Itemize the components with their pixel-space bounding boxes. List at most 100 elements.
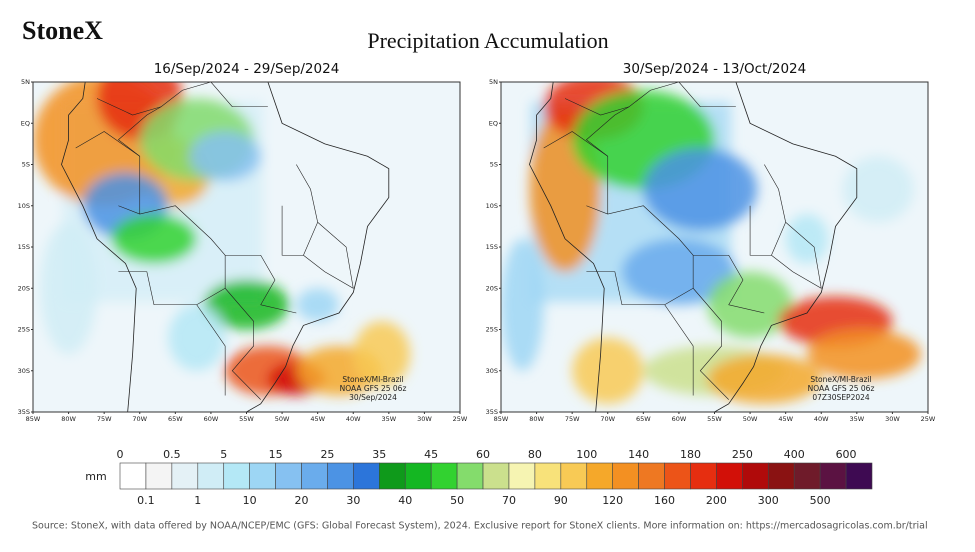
colorbar-label: 50 xyxy=(450,494,464,507)
border xyxy=(693,254,765,314)
precip-blob xyxy=(707,354,822,404)
lat-label: 5N xyxy=(489,78,498,86)
colorbar-label: 140 xyxy=(628,448,649,461)
lon-label: 25W xyxy=(453,415,468,423)
precip-blob xyxy=(40,222,98,355)
colorbar-box xyxy=(508,462,536,490)
panel-title: 30/Sep/2024 - 13/Oct/2024 xyxy=(623,61,807,77)
colorbar-box xyxy=(456,462,484,490)
lon-label: 80W xyxy=(61,415,76,423)
lat-label: 20S xyxy=(486,284,498,292)
colorbar-box xyxy=(197,462,225,490)
watermark: 07Z30SEP2024 xyxy=(812,393,870,402)
lon-label: 45W xyxy=(778,415,793,423)
colorbar-label: 200 xyxy=(706,494,727,507)
colorbar-box xyxy=(560,462,588,490)
colorbar-box xyxy=(612,462,639,490)
precip-blob xyxy=(807,329,921,379)
colorbar-box xyxy=(119,462,147,490)
colorbar-box xyxy=(716,462,743,490)
precip-blob xyxy=(572,337,644,404)
lon-label: 80W xyxy=(529,415,544,423)
lat-label: 5S xyxy=(490,161,498,169)
colorbar-box xyxy=(482,462,510,490)
watermark: NOAA GFS 25 06z xyxy=(340,384,407,393)
precip-blob xyxy=(296,288,340,322)
colorbar-label: 60 xyxy=(476,448,490,461)
colorbar-unit: mm xyxy=(85,470,106,483)
colorbar-label: 30 xyxy=(346,494,360,507)
border xyxy=(118,205,226,306)
lon-label: 30W xyxy=(885,415,900,423)
colorbar-label: 90 xyxy=(554,494,568,507)
border xyxy=(543,131,608,157)
colorbar-box xyxy=(249,462,276,490)
colorbar-box xyxy=(301,462,328,490)
precip-blob xyxy=(168,304,226,371)
precip-blob xyxy=(501,238,544,371)
lon-label: 55W xyxy=(239,415,254,423)
colorbar-box xyxy=(275,462,302,490)
colorbar-label: 20 xyxy=(295,494,309,507)
colorbar-label: 250 xyxy=(732,448,753,461)
precip-blob xyxy=(842,156,914,223)
colorbar-label: 500 xyxy=(810,494,831,507)
lat-label: 15S xyxy=(486,243,498,251)
colorbar-label: 45 xyxy=(424,448,438,461)
lon-label: 85W xyxy=(494,415,509,423)
colorbar-box xyxy=(793,462,821,490)
border xyxy=(196,304,226,396)
lon-label: 30W xyxy=(417,415,432,423)
colorbar-label: 160 xyxy=(654,494,675,507)
colorbar-label: 300 xyxy=(758,494,779,507)
colorbar-label: 600 xyxy=(836,448,857,461)
colorbar-box xyxy=(430,462,458,490)
lat-label: 25S xyxy=(18,326,30,334)
lon-label: 70W xyxy=(132,415,147,423)
precip-blob xyxy=(707,271,793,338)
lon-label: 40W xyxy=(346,415,361,423)
lon-label: 35W xyxy=(381,415,396,423)
lon-label: 60W xyxy=(204,415,219,423)
colorbar-label: 400 xyxy=(784,448,805,461)
border xyxy=(692,288,729,400)
lat-label: 5N xyxy=(21,78,30,86)
lat-label: 35S xyxy=(18,408,30,416)
precip-field xyxy=(33,82,411,396)
lon-label: 35W xyxy=(849,415,864,423)
lon-label: 65W xyxy=(168,415,183,423)
title: Precipitation Accumulation xyxy=(367,28,608,53)
lon-label: 75W xyxy=(565,415,580,423)
precip-blob xyxy=(189,131,261,181)
border xyxy=(749,164,786,256)
colorbar-box xyxy=(586,462,613,490)
lat-label: 35S xyxy=(486,408,498,416)
map-area xyxy=(501,82,928,412)
colorbar-box xyxy=(327,462,354,490)
lat-label: EQ xyxy=(21,119,30,127)
lat-label: 5S xyxy=(22,161,30,169)
lat-label: 25S xyxy=(486,326,498,334)
lat-label: 10S xyxy=(486,202,498,210)
colorbar-box xyxy=(638,462,665,490)
colorbar-box xyxy=(767,462,795,490)
precip-blob xyxy=(643,148,758,231)
colorbar-box xyxy=(742,462,769,490)
colorbar-box xyxy=(690,462,717,490)
colorbar-label: 1 xyxy=(194,494,201,507)
lon-label: 70W xyxy=(600,415,615,423)
border xyxy=(564,98,630,116)
watermark: StoneX/MI-Brazil xyxy=(342,375,403,384)
coastline xyxy=(61,82,390,412)
colorbar-box xyxy=(664,462,691,490)
colorbar-box xyxy=(845,462,873,490)
border xyxy=(96,98,162,116)
colorbar-box xyxy=(145,462,173,490)
colorbar-label: 5 xyxy=(220,448,227,461)
border xyxy=(586,205,694,306)
colorbar-label: 10 xyxy=(243,494,257,507)
colorbar-box xyxy=(353,462,380,490)
precip-field xyxy=(501,82,921,404)
colorbar-box xyxy=(379,462,406,490)
colorbar-label: 15 xyxy=(269,448,283,461)
